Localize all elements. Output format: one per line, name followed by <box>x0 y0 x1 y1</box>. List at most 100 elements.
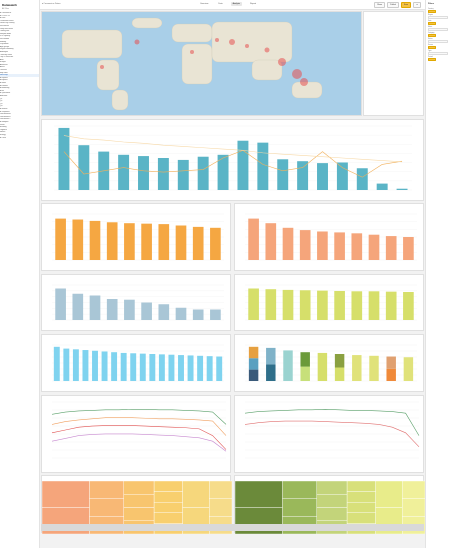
world-map-card[interactable] <box>41 11 362 116</box>
tab-report[interactable]: Report <box>250 3 257 5</box>
bar-card-salmon[interactable] <box>234 203 424 271</box>
sidebar-item[interactable]: Health <box>0 131 6 134</box>
sidebar-item[interactable]: Trend by week <box>0 53 12 56</box>
sidebar-item[interactable]: Q4 <box>0 105 3 108</box>
sidebar-item[interactable]: Americas <box>0 63 8 66</box>
bar <box>248 218 259 260</box>
toolbar-button[interactable]: ••• <box>413 2 421 8</box>
sidebar-item[interactable]: ▸ COVID-19 <box>0 14 10 17</box>
sidebar-item[interactable]: Retail <box>0 123 5 126</box>
sidebar-item[interactable]: Testing rate <box>0 30 10 33</box>
tab-data[interactable]: Data <box>218 3 223 5</box>
canvas-footer <box>41 524 424 531</box>
bar-card-orange[interactable] <box>41 203 231 271</box>
sidebar-item[interactable]: ▸ Templates <box>0 110 10 113</box>
sidebar-item[interactable]: ▾ Data <box>0 17 6 20</box>
sidebar-item[interactable]: ▸ Sales <box>0 82 6 85</box>
sidebar-item[interactable]: ▾ Coronavirus <box>0 12 12 14</box>
bar <box>385 236 397 260</box>
stacked-bar-card[interactable] <box>234 334 424 392</box>
toolbar-button[interactable]: Publish <box>387 2 399 8</box>
sidebar-item[interactable]: Q2 <box>0 100 3 103</box>
bar-card-lime[interactable] <box>234 274 424 331</box>
sidebar-item[interactable]: ▸ Exports <box>0 79 8 82</box>
sidebar-item[interactable]: Oceania <box>0 69 7 72</box>
sidebar-item[interactable]: Daily new cases <box>0 27 13 30</box>
sidebar-item[interactable]: Recovered <box>0 24 9 27</box>
sidebar-item[interactable]: Dashboard C <box>0 118 11 121</box>
sidebar-item[interactable]: Asia <box>0 58 4 61</box>
sidebar-item[interactable]: Population <box>0 43 9 46</box>
bar <box>334 290 345 320</box>
treemap-card-right[interactable] <box>234 475 425 534</box>
properties-panel: Filters Country Region Date Metric Category S… <box>425 0 450 548</box>
filter-field[interactable] <box>428 58 436 61</box>
tab-overview[interactable]: Overview <box>200 3 209 5</box>
bar <box>158 224 170 260</box>
sidebar-item[interactable]: Confirmed cases <box>0 19 14 22</box>
sidebar-item[interactable]: Europe <box>0 61 6 64</box>
filter-field[interactable] <box>428 40 448 43</box>
sidebar-item[interactable]: Banking <box>0 126 7 129</box>
filter-field[interactable] <box>428 22 436 25</box>
filter-field[interactable] <box>428 28 448 31</box>
bar <box>89 220 101 260</box>
filter-field[interactable] <box>428 46 436 49</box>
sidebar-item[interactable]: ▸ Trash <box>0 136 6 139</box>
sidebar-item[interactable]: Hospital beds <box>0 32 11 35</box>
bar-card-sky[interactable] <box>41 334 231 392</box>
bar <box>55 288 66 320</box>
sidebar-item[interactable]: Vaccination <box>0 37 10 40</box>
filter-field[interactable] <box>428 34 436 37</box>
line-card-left[interactable] <box>41 395 231 473</box>
breadcrumb[interactable]: ▸ Coronavirus Data ▸ <box>42 3 61 5</box>
sidebar-item[interactable]: Energy <box>0 133 6 136</box>
treemap-cell <box>346 502 376 514</box>
sidebar-item[interactable]: Heat map <box>0 74 39 77</box>
sidebar-item[interactable]: ▸ Archive <box>0 95 8 97</box>
trend-combo-card[interactable] <box>41 119 424 201</box>
sidebar-item[interactable]: Map view <box>0 71 8 74</box>
treemap-cell <box>123 480 155 495</box>
sidebar-item[interactable]: ▸ HR <box>0 89 4 92</box>
sidebar-item[interactable]: ▸ Finance <box>0 84 8 87</box>
sidebar-item[interactable]: ▸ Reports <box>0 76 8 79</box>
stacked-bar-card-plot <box>245 344 417 382</box>
sidebar-item[interactable]: Dashboard A <box>0 113 11 116</box>
sidebar-item[interactable]: Age groups <box>0 45 10 48</box>
sidebar-item[interactable]: ▸ Shared <box>0 107 8 110</box>
filter-field[interactable] <box>428 52 448 55</box>
bar <box>55 218 66 260</box>
filter-label: Region <box>428 14 434 16</box>
bar-segment <box>334 354 345 368</box>
filter-field[interactable] <box>428 10 436 13</box>
sidebar-item[interactable]: ▸ Samples <box>0 120 9 123</box>
toolbar-button[interactable]: Save <box>401 2 412 8</box>
sidebar-item[interactable]: Mobility <box>0 40 7 43</box>
sidebar-item[interactable]: Q3 <box>0 102 3 105</box>
bar-segment <box>300 366 310 381</box>
sidebar-item[interactable]: ▾ Analysis <box>0 50 8 53</box>
bar <box>158 354 165 381</box>
sidebar-item[interactable]: Top 20 countries <box>0 56 14 59</box>
filter-label: Date <box>428 20 432 22</box>
tab-analysis[interactable]: Analysis <box>230 2 243 6</box>
treemap-cell <box>208 498 232 517</box>
filter-field[interactable] <box>428 16 448 19</box>
sidebar-item[interactable]: ▸ Marketing <box>0 87 10 90</box>
sidebar-item[interactable]: Q1 <box>0 97 3 100</box>
sidebar-item[interactable]: Dashboard B <box>0 115 11 118</box>
sidebar-item[interactable]: ICU capacity <box>0 35 11 38</box>
sidebar-item[interactable]: Logistics <box>0 128 7 131</box>
sidebar-item[interactable]: Deaths by country <box>0 22 15 25</box>
treemap-cell <box>153 480 183 492</box>
bar <box>210 309 221 320</box>
toolbar-button[interactable]: Share <box>374 2 386 8</box>
bar-card-steel[interactable] <box>41 274 231 331</box>
brand-logo[interactable]: Datawatch <box>2 3 18 7</box>
line-card-right[interactable] <box>234 395 424 473</box>
bar <box>111 352 118 381</box>
sidebar-item[interactable]: ▸ Operations <box>0 92 11 95</box>
sidebar-item[interactable]: Region summary <box>0 48 14 51</box>
sidebar-item[interactable]: Africa <box>0 66 5 69</box>
